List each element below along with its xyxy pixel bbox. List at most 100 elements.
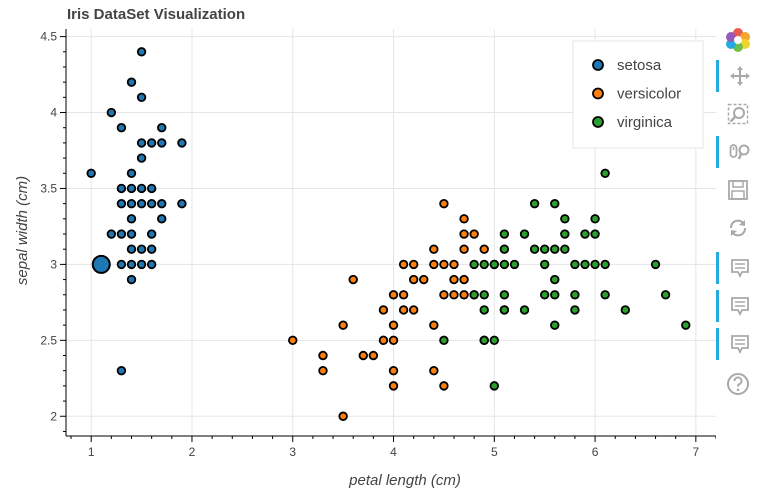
virginica-point[interactable]	[580, 229, 590, 239]
legend-label-setosa[interactable]: setosa	[617, 57, 662, 74]
versicolor-point[interactable]	[408, 305, 419, 315]
virginica-point[interactable]	[499, 229, 510, 239]
versicolor-point[interactable]	[338, 411, 348, 421]
virginica-point[interactable]	[489, 335, 499, 346]
virginica-point[interactable]	[650, 259, 661, 270]
versicolor-point[interactable]	[429, 365, 439, 376]
setosa-point[interactable]	[136, 259, 147, 270]
scatter-chart[interactable]: 1 2 3 4 5 6 7 2 2.5 3 3.5 4 4.5 petal length (cm) sepa…	[0, 0, 716, 503]
virginica-point[interactable]	[560, 214, 570, 224]
versicolor-point[interactable]	[449, 259, 459, 270]
versicolor-point[interactable]	[419, 274, 429, 285]
virginica-point[interactable]	[570, 290, 580, 300]
setosa-point[interactable]	[116, 123, 127, 133]
versicolor-point[interactable]	[368, 350, 379, 361]
setosa-point[interactable]	[136, 244, 147, 254]
setosa-point[interactable]	[177, 138, 187, 148]
virginica-point[interactable]	[529, 244, 540, 254]
versicolor-point[interactable]	[439, 290, 449, 300]
legend-swatch-virginica[interactable]	[592, 116, 604, 128]
setosa-point[interactable]	[146, 198, 157, 209]
virginica-point[interactable]	[519, 305, 530, 315]
setosa-point[interactable]	[136, 92, 147, 103]
setosa-point[interactable]	[136, 183, 147, 194]
versicolor-point[interactable]	[398, 259, 409, 270]
setosa-point[interactable]	[126, 229, 137, 239]
virginica-point[interactable]	[479, 305, 489, 315]
save-tool-button[interactable]	[716, 174, 760, 206]
setosa-point[interactable]	[136, 153, 147, 163]
setosa-point[interactable]	[126, 198, 137, 209]
box-zoom-tool-button[interactable]	[716, 98, 760, 130]
versicolor-point[interactable]	[408, 259, 419, 270]
versicolor-point[interactable]	[459, 229, 469, 239]
setosa-point[interactable]	[116, 198, 127, 209]
virginica-point[interactable]	[439, 335, 449, 346]
virginica-point[interactable]	[509, 259, 520, 270]
help-tool-button[interactable]	[716, 368, 760, 400]
virginica-point[interactable]	[499, 305, 510, 315]
versicolor-point[interactable]	[398, 290, 409, 300]
virginica-point[interactable]	[550, 320, 560, 330]
virginica-point[interactable]	[519, 229, 530, 239]
virginica-point[interactable]	[560, 244, 570, 254]
versicolor-point[interactable]	[429, 259, 439, 270]
setosa-point[interactable]	[146, 229, 157, 239]
setosa-point[interactable]	[106, 107, 117, 118]
virginica-point[interactable]	[590, 214, 600, 224]
setosa-point[interactable]	[157, 123, 167, 133]
virginica-point[interactable]	[499, 290, 510, 300]
setosa-point[interactable]	[136, 47, 147, 57]
versicolor-point[interactable]	[378, 305, 389, 315]
legend-swatch-versicolor[interactable]	[592, 87, 604, 100]
virginica-point[interactable]	[600, 290, 610, 300]
virginica-point[interactable]	[590, 229, 600, 239]
versicolor-point[interactable]	[398, 305, 409, 315]
virginica-point[interactable]	[600, 259, 610, 270]
versicolor-point[interactable]	[338, 320, 348, 330]
setosa-point[interactable]	[126, 274, 137, 285]
versicolor-point[interactable]	[388, 320, 399, 330]
virginica-point[interactable]	[469, 290, 479, 300]
setosa-point[interactable]	[116, 229, 127, 239]
setosa-point[interactable]	[157, 214, 167, 224]
virginica-point[interactable]	[570, 305, 580, 315]
virginica-point[interactable]	[620, 305, 631, 315]
setosa-point[interactable]	[146, 259, 157, 270]
setosa-point[interactable]	[126, 214, 137, 224]
versicolor-point[interactable]	[288, 335, 298, 346]
virginica-point[interactable]	[660, 290, 671, 300]
setosa-point[interactable]	[116, 365, 127, 376]
bokeh-logo-icon[interactable]	[716, 24, 760, 56]
virginica-point[interactable]	[590, 259, 600, 270]
virginica-point[interactable]	[479, 259, 489, 270]
setosa-point[interactable]	[91, 254, 111, 274]
legend-label-virginica[interactable]: virginica	[617, 114, 673, 131]
virginica-point[interactable]	[681, 320, 691, 330]
versicolor-point[interactable]	[358, 350, 368, 361]
hover-tool-button-2[interactable]	[716, 290, 760, 322]
virginica-point[interactable]	[479, 335, 489, 346]
virginica-point[interactable]	[550, 290, 560, 300]
versicolor-point[interactable]	[388, 365, 399, 376]
virginica-point[interactable]	[539, 290, 550, 300]
setosa-point[interactable]	[146, 183, 157, 194]
setosa-point[interactable]	[116, 183, 127, 194]
setosa-point[interactable]	[157, 198, 167, 209]
versicolor-point[interactable]	[348, 274, 358, 285]
versicolor-point[interactable]	[388, 381, 399, 391]
hover-tool-button-1[interactable]	[716, 252, 760, 284]
reset-tool-button[interactable]	[716, 212, 760, 244]
versicolor-point[interactable]	[429, 244, 439, 254]
virginica-point[interactable]	[580, 259, 590, 270]
hover-tool-button-3[interactable]	[716, 328, 760, 360]
versicolor-point[interactable]	[479, 244, 489, 254]
virginica-point[interactable]	[479, 290, 489, 300]
setosa-point[interactable]	[136, 198, 147, 209]
setosa-point[interactable]	[126, 168, 137, 178]
virginica-point[interactable]	[560, 229, 570, 239]
versicolor-point[interactable]	[408, 274, 419, 285]
setosa-point[interactable]	[157, 138, 167, 148]
versicolor-point[interactable]	[449, 290, 459, 300]
versicolor-point[interactable]	[459, 274, 469, 285]
